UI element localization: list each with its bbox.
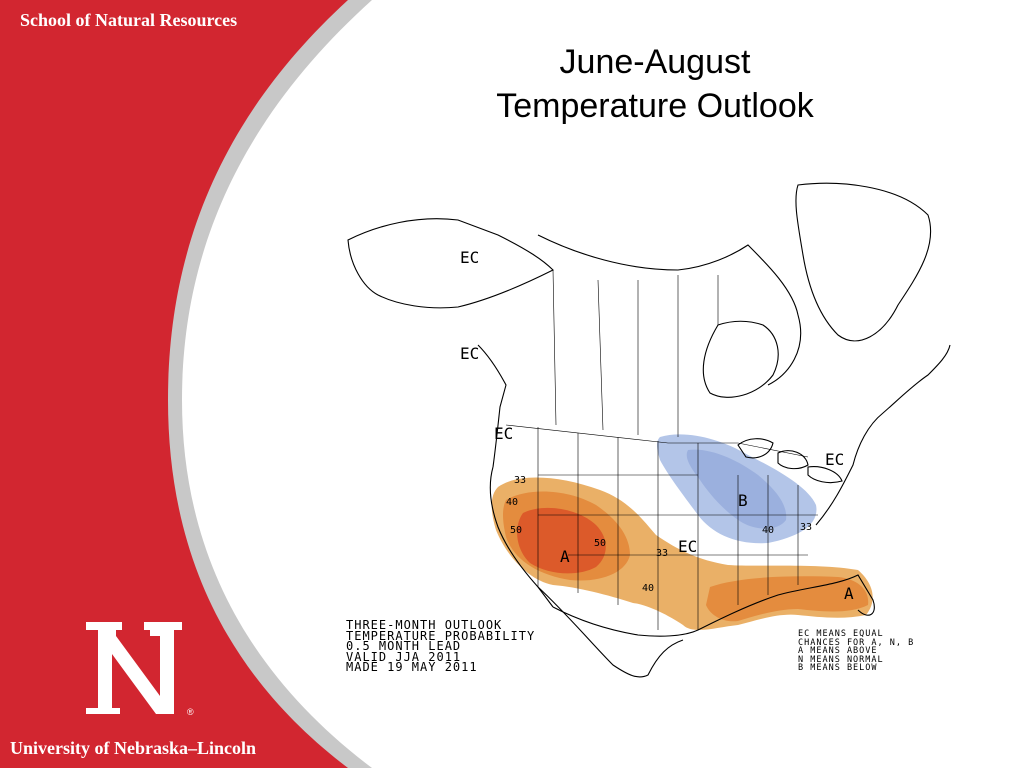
school-label: School of Natural Resources: [20, 10, 238, 30]
ec-label-central: EC: [678, 537, 697, 556]
alaska-coast: [347, 218, 554, 309]
below-label: B: [738, 491, 748, 510]
canada-arctic-coast: [537, 234, 802, 386]
outlook-info-text: Three-Month Outlook Temperature Probabil…: [346, 618, 536, 674]
contour-label-33-below: 33: [800, 522, 812, 533]
registered-mark: ®: [187, 707, 194, 717]
ec-label-northwest: EC: [494, 424, 513, 443]
west-coast-outline: [489, 466, 554, 608]
ec-label-alaska: EC: [460, 248, 479, 267]
hudson-bay: [702, 320, 779, 398]
map-outlines: [347, 182, 951, 678]
university-label: University of Nebraska–Lincoln: [10, 738, 257, 758]
above-label-florida: A: [844, 584, 854, 603]
contour-label-33-west: 33: [514, 475, 526, 486]
greenland-coast: [795, 182, 932, 342]
contour-label-40-south: 40: [642, 583, 654, 594]
outlook-areas: [491, 434, 873, 630]
contour-labels: 33 40 50 50 33 40 40 33: [506, 475, 812, 594]
contour-label-50-east: 50: [594, 538, 606, 549]
canada-province-borders: [552, 269, 719, 437]
legend-key-text: EC means Equal Chances for A, N, B A mea…: [798, 629, 915, 673]
above-50-region: [517, 507, 606, 574]
us-state-borders: [537, 427, 818, 630]
ec-label-northeast: EC: [825, 450, 844, 469]
region-labels: EC EC EC EC EC B A A: [460, 248, 854, 603]
below-40-region: [686, 449, 787, 529]
title-line-2: Temperature Outlook: [496, 87, 814, 125]
ec-label-bc: EC: [460, 344, 479, 363]
east-coast-outline: [815, 344, 951, 526]
gulf-coast-outline: [552, 574, 875, 637]
great-lakes: [737, 438, 843, 484]
slide-title: June-August Temperature Outlook: [440, 40, 870, 128]
state-province-borders: [505, 269, 818, 630]
title-line-1: June-August: [559, 43, 751, 81]
contour-label-40-west: 40: [506, 497, 518, 508]
contour-label-40-below: 40: [762, 525, 774, 536]
mexico-outline: [537, 586, 684, 678]
pacific-northwest-coast: [477, 344, 507, 468]
red-panel: [0, 0, 348, 768]
above-label-southwest: A: [560, 547, 570, 566]
nebraska-n-logo: ®: [86, 622, 194, 717]
temperature-outlook-map: EC EC EC EC EC B A A 33 40 50 50 33 40 4…: [338, 175, 978, 690]
contour-label-50-west: 50: [510, 525, 522, 536]
us-canada-border: [505, 424, 809, 458]
contour-label-33-south: 33: [656, 548, 668, 559]
